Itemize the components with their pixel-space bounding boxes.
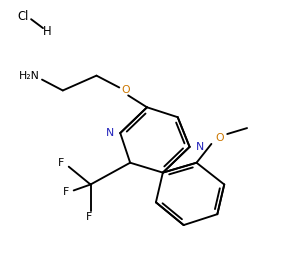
Text: F: F	[63, 187, 69, 197]
Text: N: N	[106, 128, 114, 138]
Text: H: H	[43, 24, 51, 38]
Text: F: F	[86, 212, 92, 222]
Text: N: N	[196, 142, 204, 152]
Text: H₂N: H₂N	[19, 71, 40, 81]
Text: O: O	[121, 85, 130, 95]
Text: Cl: Cl	[18, 10, 29, 23]
Text: O: O	[215, 133, 224, 143]
Text: F: F	[58, 158, 64, 168]
